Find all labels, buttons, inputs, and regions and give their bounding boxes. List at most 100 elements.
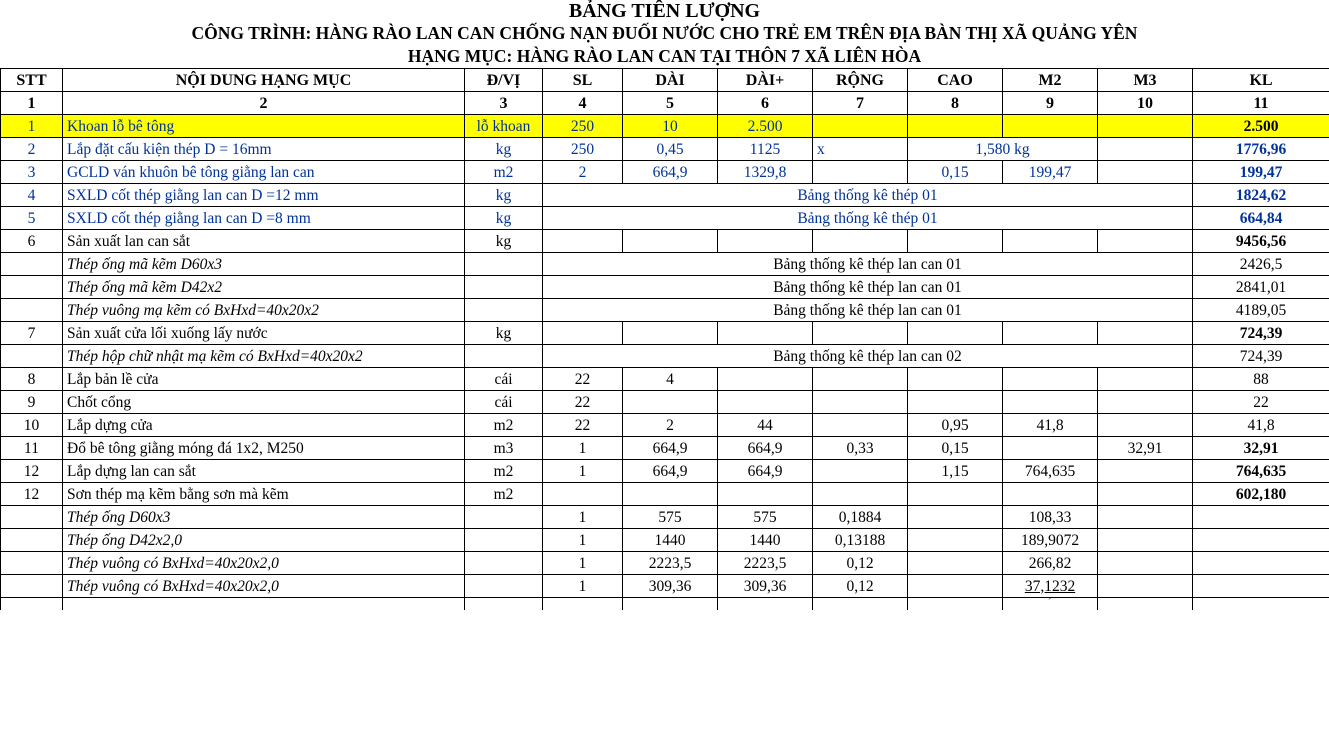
cell-cao <box>908 483 1003 506</box>
cell-note: Bảng thống kê thép 01 <box>543 184 1193 207</box>
cell-dai2 <box>718 483 813 506</box>
table-row[interactable]: 7 Sản xuất cửa lối xuống lấy nước kg 724… <box>1 322 1329 345</box>
table-row[interactable]: 11 Đổ bê tông giằng móng đá 1x2, M250 m3… <box>1 437 1329 460</box>
cell-m2 <box>1003 483 1098 506</box>
cell-rong <box>813 322 908 345</box>
table-row[interactable]: Thép ống mã kẽm D42x2 Bảng thống kê thép… <box>1 276 1329 299</box>
cell-dai: 575 <box>623 506 718 529</box>
table-row[interactable]: 12 Lắp dựng lan can sắt m2 1 664,9 664,9… <box>1 460 1329 483</box>
cell-m2: 41,8 <box>1003 414 1098 437</box>
cell-dv <box>465 506 543 529</box>
cell-cao: 0,95 <box>908 414 1003 437</box>
cell-dv <box>465 345 543 368</box>
cell-dai: 2 <box>623 414 718 437</box>
col-m3: M3 <box>1098 69 1193 92</box>
cell-cao <box>908 115 1003 138</box>
cell-cao <box>908 506 1003 529</box>
cell-x: x <box>813 138 908 161</box>
cell-m3 <box>1098 460 1193 483</box>
cell-name: Thép ống mã kẽm D60x3 <box>63 253 465 276</box>
coln-7: 7 <box>813 92 908 115</box>
table-row[interactable]: Thép ống mã kẽm D60x3 Bảng thống kê thép… <box>1 253 1329 276</box>
table-row[interactable]: Thép hộp chữ nhật mạ kẽm có BxHxd=40x20x… <box>1 345 1329 368</box>
cell-dai: 10 <box>623 115 718 138</box>
table-row[interactable]: Thép vuông mạ kẽm có BxHxd=40x20x2 Bảng … <box>1 299 1329 322</box>
cell-m3 <box>1098 161 1193 184</box>
cell-sl <box>543 598 623 610</box>
table-row[interactable]: 2 Lắp đặt cấu kiện thép D = 16mm kg 250 … <box>1 138 1329 161</box>
cell-rong <box>813 391 908 414</box>
cell-kl: 1776,96 <box>1193 138 1329 161</box>
cell-dai <box>623 391 718 414</box>
cell-kl <box>1193 552 1329 575</box>
table-row[interactable]: 3 GCLD ván khuôn bê tông giằng lan can m… <box>1 161 1329 184</box>
cell-dv <box>465 575 543 598</box>
cell-stt: 8 <box>1 368 63 391</box>
table-row[interactable]: 4 SXLD cốt thép giằng lan can D =12 mm k… <box>1 184 1329 207</box>
table-row[interactable]: 1 Khoan lỗ bê tông lỗ khoan 250 10 2.500… <box>1 115 1329 138</box>
coln-11: 11 <box>1193 92 1329 115</box>
col-name: NỘI DUNG HẠNG MỤC <box>63 69 465 92</box>
cell-note: Bảng thống kê thép lan can 01 <box>543 253 1193 276</box>
cell-dai: 309,36 <box>623 575 718 598</box>
cell-note: Bảng thống kê thép lan can 02 <box>543 345 1193 368</box>
table-header: STT NỘI DUNG HẠNG MỤC Đ/VỊ SL DÀI DÀI+ R… <box>1 69 1329 115</box>
table-row[interactable]: 5 SXLD cốt thép giằng lan can D =8 mm kg… <box>1 207 1329 230</box>
cell-dai: 664,9 <box>623 460 718 483</box>
cell-dai2: 2223,5 <box>718 552 813 575</box>
cell-stt <box>1 299 63 322</box>
cell-cao <box>908 529 1003 552</box>
table-row[interactable]: Thép vuông có BxHxd=40x20x2,0 1 2223,5 2… <box>1 552 1329 575</box>
cell-cao <box>908 598 1003 610</box>
cell-m2-partial: 602,180 <box>1025 598 1075 602</box>
cell-m3 <box>1098 552 1193 575</box>
cell-stt <box>1 552 63 575</box>
table-row[interactable]: Thép ống D42x2,0 1 1440 1440 0,13188 189… <box>1 529 1329 552</box>
cell-dai2: 309,36 <box>718 575 813 598</box>
cell-name: SXLD cốt thép giằng lan can D =8 mm <box>63 207 465 230</box>
cell-m3 <box>1098 322 1193 345</box>
cell-cao <box>908 322 1003 345</box>
cell-dai2: 664,9 <box>718 460 813 483</box>
cell-dai: 1440 <box>623 529 718 552</box>
cell-note: Bảng thống kê thép lan can 01 <box>543 276 1193 299</box>
cell-m3 <box>1098 115 1193 138</box>
table-row[interactable]: Thép vuông có BxHxd=40x20x2,0 1 309,36 3… <box>1 575 1329 598</box>
cell-cao <box>908 230 1003 253</box>
table-row[interactable]: 10 Lắp dựng cửa m2 22 2 44 0,95 41,8 41,… <box>1 414 1329 437</box>
cell-kl <box>1193 598 1329 610</box>
coln-4: 4 <box>543 92 623 115</box>
cell-m2: 189,9072 <box>1003 529 1098 552</box>
cell-rong <box>813 460 908 483</box>
cell-sl: 2 <box>543 161 623 184</box>
cell-m2: 764,635 <box>1003 460 1098 483</box>
cell-dai <box>623 598 718 610</box>
cell-dv: kg <box>465 207 543 230</box>
table-row[interactable]: 9 Chốt cổng cái 22 22 <box>1 391 1329 414</box>
cell-m2 <box>1003 230 1098 253</box>
cell-name: Thép ống mã kẽm D42x2 <box>63 276 465 299</box>
table-row[interactable]: Thép ống D60x3 1 575 575 0,1884 108,33 <box>1 506 1329 529</box>
cell-kl <box>1193 575 1329 598</box>
cell-dai2: 2.500 <box>718 115 813 138</box>
cell-kl: 724,39 <box>1193 322 1329 345</box>
cell-dai2: 575 <box>718 506 813 529</box>
cell-m2 <box>1003 391 1098 414</box>
table-row[interactable]: 602,180 <box>1 598 1329 610</box>
table-row[interactable]: 8 Lắp bản lề cửa cái 22 4 88 <box>1 368 1329 391</box>
cell-dv <box>465 253 543 276</box>
cell-name: Lắp dựng lan can sắt <box>63 460 465 483</box>
cell-note: Bảng thống kê thép lan can 01 <box>543 299 1193 322</box>
cell-stt: 4 <box>1 184 63 207</box>
cell-sl: 22 <box>543 414 623 437</box>
cell-stt: 1 <box>1 115 63 138</box>
coln-1: 1 <box>1 92 63 115</box>
cell-m3 <box>1098 391 1193 414</box>
title-sub1: CÔNG TRÌNH: HÀNG RÀO LAN CAN CHỐNG NẠN Đ… <box>0 22 1329 45</box>
cell-dv <box>465 276 543 299</box>
cell-dai2 <box>718 322 813 345</box>
table-row[interactable]: 6 Sản xuất lan can sắt kg 9456,56 <box>1 230 1329 253</box>
table-row[interactable]: 12 Sơn thép mạ kẽm bằng sơn mà kẽm m2 60… <box>1 483 1329 506</box>
cell-dv: m2 <box>465 460 543 483</box>
cell-name: Lắp đặt cấu kiện thép D = 16mm <box>63 138 465 161</box>
